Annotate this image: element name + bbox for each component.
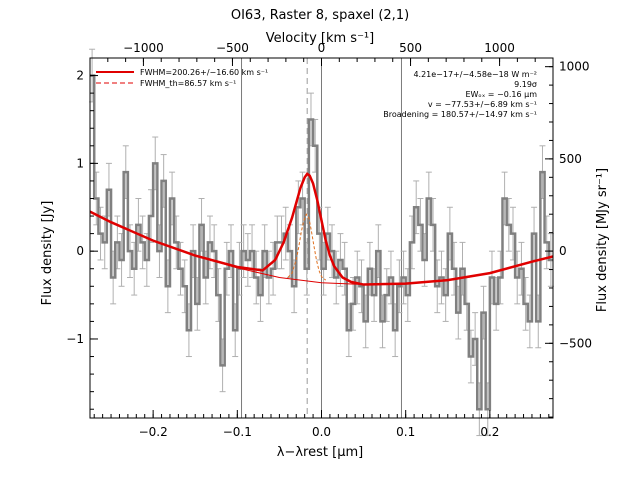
y-tick-label: −1 — [66, 332, 84, 346]
annotation-text: EWₒₓ = −0.16 μm — [465, 90, 537, 99]
plot-area — [89, 48, 554, 437]
x-tick-label: 0.0 — [312, 425, 331, 439]
y-tick-label: 2 — [76, 69, 84, 83]
annotation-text: 4.21e−17+/−4.58e−18 W m⁻² — [413, 70, 537, 79]
y-axis-label: Flux density [Jy] — [40, 201, 55, 306]
thermal-profile-line — [287, 213, 327, 281]
x-axis-label: λ−λrest [μm] — [277, 445, 363, 460]
y2-tick-label: 0 — [559, 244, 567, 258]
y2-tick-label: −500 — [559, 336, 592, 350]
y2-tick-label: 1000 — [559, 60, 590, 74]
legend-label: FWHM_th=86.57 km s⁻¹ — [140, 79, 236, 88]
x2-tick-label: −1000 — [123, 41, 164, 55]
y-tick-label: 0 — [76, 244, 84, 258]
x-tick-label: 0.2 — [480, 425, 499, 439]
x2-tick-label: 0 — [318, 41, 326, 55]
annotation-text: v = −77.53+/−6.89 km s⁻¹ — [428, 100, 537, 109]
x-tick-label: 0.1 — [396, 425, 415, 439]
x2-tick-label: −500 — [216, 41, 249, 55]
legend-label: FWHM=200.26+/−16.60 km s⁻¹ — [140, 68, 268, 77]
spectrum-step-line — [90, 74, 553, 411]
x2-tick-label: 500 — [399, 41, 422, 55]
x-tick-label: −0.2 — [139, 425, 168, 439]
y-tick-label: 1 — [76, 156, 84, 170]
y2-axis-label: Flux density [MJy sr⁻¹] — [595, 168, 610, 312]
y2-tick-label: 500 — [559, 152, 582, 166]
annotation-text: Broadening = 180.57+/−14.97 km s⁻¹ — [383, 110, 537, 119]
x2-axis-label: Velocity [km s⁻¹] — [266, 31, 374, 46]
total-fit-line — [89, 172, 554, 286]
annotation-text: 9.19σ — [514, 80, 537, 89]
x2-tick-label: 1000 — [484, 41, 515, 55]
chart-title: OI63, Raster 8, spaxel (2,1) — [231, 8, 409, 23]
x-tick-label: −0.1 — [223, 425, 252, 439]
axes: −0.2 −0.1 0.0 0.1 0.2 −1000 −500 0 500 1000 −1 0 1 2 −… — [66, 41, 592, 439]
legend: FWHM=200.26+/−16.60 km s⁻¹ FWHM_th=86.57 … — [96, 68, 268, 88]
